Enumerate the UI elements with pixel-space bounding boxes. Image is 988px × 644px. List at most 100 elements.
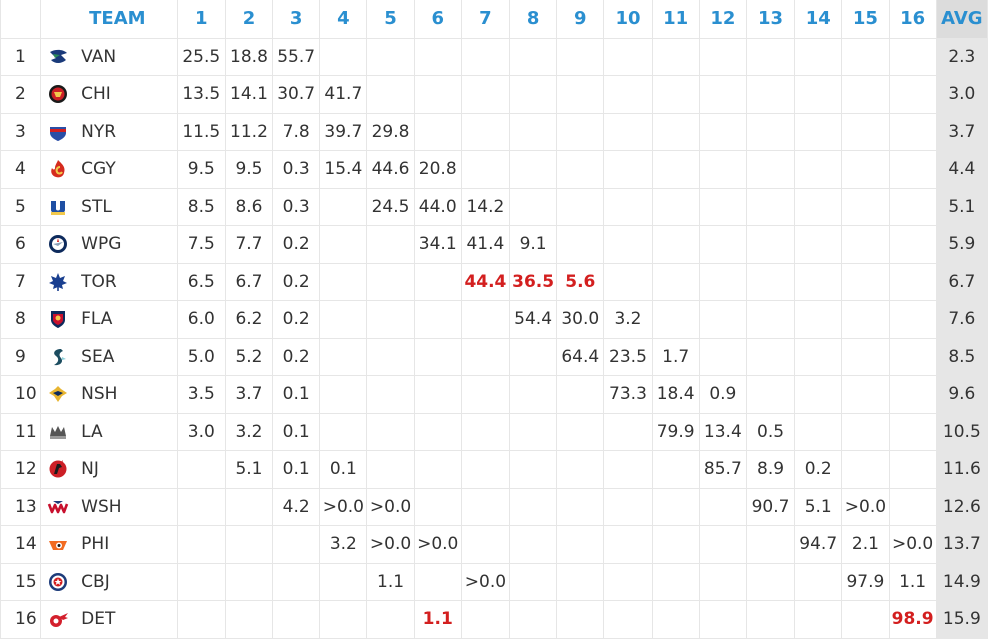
avg-cell: 4.4: [935, 150, 988, 189]
rank-cell: 4: [0, 150, 42, 189]
probability-cell: [509, 562, 558, 601]
avg-cell: 3.0: [935, 75, 988, 114]
probability-cell: [794, 412, 843, 451]
probability-cell: 44.0: [413, 187, 462, 226]
probability-cell: 97.9: [841, 562, 890, 601]
red-wings-logo: [47, 608, 69, 630]
probability-cell: [556, 187, 605, 226]
probability-cell: 7.5: [176, 225, 226, 264]
probability-cell: [841, 337, 890, 376]
team-abbreviation: NYR: [81, 121, 117, 142]
blackhawks-logo: [47, 83, 69, 105]
header-col-5: 5: [366, 0, 415, 39]
probability-cell: [603, 187, 653, 226]
probability-cell: >0.0: [366, 487, 415, 526]
header-col-8: 8: [509, 0, 558, 39]
probability-cell: [603, 525, 653, 564]
probability-cell: [413, 487, 462, 526]
probability-cell: [745, 37, 796, 76]
probability-cell: [366, 337, 415, 376]
rank-cell: 15: [0, 562, 42, 601]
probability-cell: [841, 300, 890, 339]
header-col-15: 15: [841, 0, 890, 39]
probability-cell: [841, 450, 890, 489]
probability-cell: 6.7: [224, 262, 274, 301]
probability-cell: [745, 75, 796, 114]
probability-cell: 94.7: [794, 525, 843, 564]
probability-cell: [603, 600, 653, 639]
rank-cell: 5: [0, 187, 42, 226]
predators-logo: [47, 383, 69, 405]
probability-cell: 1.1: [413, 600, 462, 639]
header-col-16: 16: [888, 0, 937, 39]
rank-cell: 16: [0, 600, 42, 639]
probability-cell: 6.5: [176, 262, 226, 301]
probability-cell: 14.2: [460, 187, 511, 226]
table-row: 4 CGY 9.5 9.5 0.3 15.4 44.6 20.8 4.4: [0, 150, 988, 189]
probability-cell: [319, 375, 368, 414]
team-cell: STL: [40, 187, 178, 226]
header-col-4: 4: [319, 0, 368, 39]
header-col-10: 10: [603, 0, 653, 39]
team-abbreviation: NSH: [81, 384, 118, 405]
table-body: 1 VAN 25.5 18.8 55.7 2.3 2 CHI 13.5 14.1 30.7 41.7 3…: [0, 37, 988, 639]
probability-cell: 5.6: [556, 262, 605, 301]
probability-cell: [794, 112, 843, 151]
rank-cell: 9: [0, 337, 42, 376]
probability-cell: [698, 262, 747, 301]
probability-cell: [319, 337, 368, 376]
probability-cell: [176, 525, 226, 564]
probability-cell: 23.5: [603, 337, 653, 376]
team-abbreviation: CBJ: [81, 571, 110, 592]
team-cell: PHI: [40, 525, 178, 564]
probability-cell: 0.2: [272, 300, 321, 339]
probability-cell: 13.4: [698, 412, 747, 451]
probability-cell: [319, 562, 368, 601]
probability-cell: [698, 487, 747, 526]
probability-cell: [651, 75, 700, 114]
table-row: 2 CHI 13.5 14.1 30.7 41.7 3.0: [0, 75, 988, 114]
probability-cell: [745, 150, 796, 189]
table-row: 1 VAN 25.5 18.8 55.7 2.3: [0, 37, 988, 76]
probability-cell: [224, 562, 274, 601]
probability-cell: [460, 300, 511, 339]
probability-cell: [509, 150, 558, 189]
probability-cell: [888, 337, 937, 376]
probability-cell: [603, 112, 653, 151]
rangers-logo: [47, 121, 69, 143]
team-cell: CBJ: [40, 562, 178, 601]
probability-cell: [413, 562, 462, 601]
probability-cell: >0.0: [413, 525, 462, 564]
probability-cell: [556, 112, 605, 151]
probability-cell: [460, 75, 511, 114]
probability-cell: 18.8: [224, 37, 274, 76]
probability-cell: [509, 525, 558, 564]
probability-cell: 7.7: [224, 225, 274, 264]
probability-cell: [888, 450, 937, 489]
probability-cell: [651, 450, 700, 489]
probability-cell: [224, 487, 274, 526]
probability-cell: 0.2: [794, 450, 843, 489]
team-abbreviation: TOR: [81, 271, 117, 292]
probability-cell: [556, 487, 605, 526]
probability-cell: [841, 262, 890, 301]
probability-cell: [603, 150, 653, 189]
probability-cell: 85.7: [698, 450, 747, 489]
probability-cell: [176, 450, 226, 489]
probability-cell: 0.2: [272, 262, 321, 301]
probability-cell: [794, 337, 843, 376]
probability-cell: 1.7: [651, 337, 700, 376]
probability-cell: [509, 412, 558, 451]
probability-cell: [556, 525, 605, 564]
team-cell: NJ: [40, 450, 178, 489]
table-row: 8 FLA 6.0 6.2 0.2 54.4 30.0 3.2 7.6: [0, 300, 988, 339]
team-cell: DET: [40, 600, 178, 639]
rank-cell: 7: [0, 262, 42, 301]
probability-cell: 0.3: [272, 150, 321, 189]
team-cell: SEA: [40, 337, 178, 376]
probability-cell: [794, 562, 843, 601]
blue-jackets-logo: [47, 571, 69, 593]
rank-cell: 8: [0, 300, 42, 339]
table-row: 3 NYR 11.5 11.2 7.8 39.7 29.8 3.7: [0, 112, 988, 151]
